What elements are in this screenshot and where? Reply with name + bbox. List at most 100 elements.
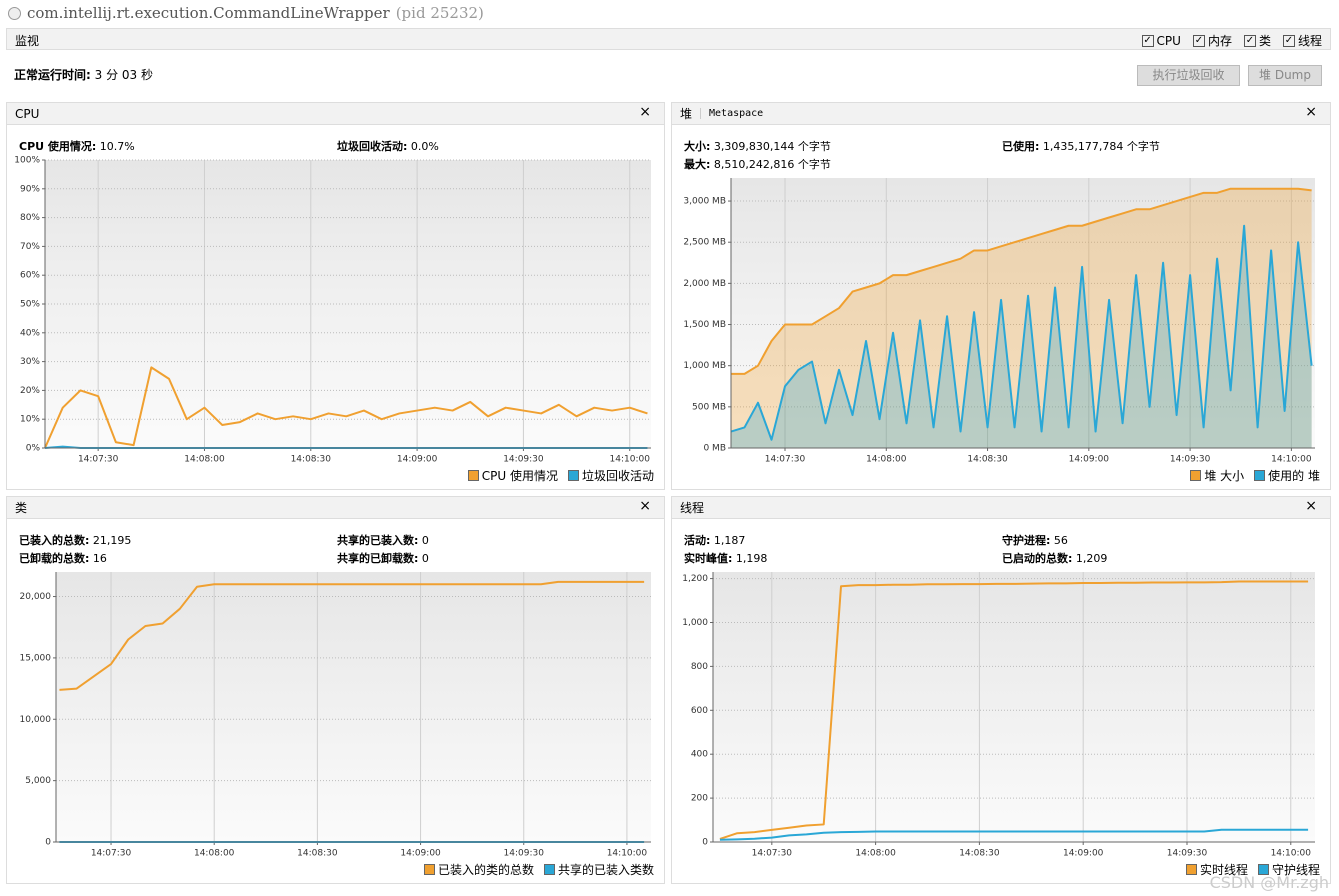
x-tick-label: 14:08:30 (291, 455, 332, 465)
legend-label: 堆 大小 (1204, 469, 1245, 483)
stat-value: 10.7% (99, 140, 135, 153)
y-tick-label: 10,000 (20, 715, 52, 725)
x-tick-label: 14:09:00 (397, 455, 438, 465)
x-tick-label: 14:10:00 (610, 455, 651, 465)
checkbox[interactable]: ✓ 类 (1243, 32, 1271, 49)
series-area (731, 225, 1312, 448)
checkbox[interactable]: ✓ 线程 (1282, 32, 1322, 49)
y-tick-label: 0 (702, 838, 708, 848)
stat: 活动: 1,187 (684, 532, 745, 548)
stat-label: 最大: (684, 158, 711, 171)
series-line (730, 224, 1313, 441)
plot-area (713, 572, 1315, 842)
stat: CPU 使用情况: 10.7% (19, 138, 135, 154)
x-tick-label: 14:09:30 (503, 455, 544, 465)
close-button[interactable]: × (639, 104, 651, 120)
checkbox-label: 内存 (1207, 34, 1232, 48)
stat: 最大: 8,510,242,816 个字节 (684, 156, 831, 172)
y-tick-label: 50% (20, 300, 40, 310)
x-tick-label: 14:08:00 (866, 455, 907, 465)
stat: 垃圾回收活动: 0.0% (337, 138, 439, 154)
stat-value: 1,209 (1075, 552, 1108, 565)
legend-swatch (1254, 470, 1266, 481)
stat-label: 实时峰值: (684, 552, 733, 565)
legend-entry: 使用的 堆 (1254, 467, 1320, 484)
stat-label: 垃圾回收活动: (337, 140, 408, 153)
stat-value: 1,435,177,784 个字节 (1042, 140, 1160, 153)
stat-label: 大小: (684, 140, 711, 153)
chart: 14:07:30 14:08:00 14:08:30 14:09:00 14:09:30… (683, 178, 1315, 465)
legend-label: CPU 使用情况 (481, 469, 558, 483)
y-tick-label: 30% (20, 357, 40, 367)
legend: 堆 大小 使用的 堆 (1190, 467, 1320, 484)
y-tick-label: 3,000 MB (683, 197, 726, 207)
stat-value: 0 (421, 552, 429, 565)
threads-panel: 线程 × 活动: 1,187 守护进程: 56 实时峰值: 1,198 已启动的总数: 1… (671, 496, 1331, 884)
stat-value: 21,195 (92, 534, 132, 547)
checkbox[interactable]: ✓ 内存 (1192, 32, 1232, 49)
y-tick-label: 2,000 MB (683, 279, 726, 289)
stat-label: 活动: (684, 534, 711, 547)
series-line (719, 828, 1309, 841)
panel-tab: Metaspace (700, 108, 771, 119)
stat-value: 1,187 (713, 534, 746, 547)
y-tick-label: 1,000 (682, 618, 708, 628)
uptime-label: 正常运行时间: (14, 68, 91, 82)
check-box: ✓ (1192, 34, 1205, 47)
checkbox-label: 线程 (1297, 34, 1322, 48)
legend-entry: 已装入的类的总数 (423, 861, 534, 878)
stat-label: 守护进程: (1002, 534, 1051, 547)
stat-label: 共享的已装入数: (337, 534, 419, 547)
stat-label: 已启动的总数: (1002, 552, 1073, 565)
y-tick-label: 0 MB (703, 444, 726, 454)
plot-area (731, 178, 1315, 448)
x-tick-label: 14:08:30 (967, 455, 1008, 465)
stat-label: CPU 使用情况: (19, 140, 97, 153)
legend-swatch (1185, 864, 1197, 875)
stat-value: 1,198 (735, 552, 768, 565)
y-tick-label: 100% (14, 156, 40, 166)
panel-tab: CPU (15, 106, 40, 121)
legend-entry: 堆 大小 (1190, 467, 1244, 484)
legend-label: 已装入的类的总数 (437, 863, 534, 877)
x-tick-label: 14:09:00 (400, 849, 441, 859)
x-tick-label: 14:09:30 (504, 849, 545, 859)
panel-tab: 堆 (680, 107, 693, 121)
stat: 共享的已装入数: 0 (337, 532, 429, 548)
y-tick-label: 5,000 (25, 776, 51, 786)
monitor-tab: 监视 ✓ CPU ✓ 内存 ✓ 类 ✓ 线程 (6, 28, 1331, 50)
gc-button[interactable]: 执行垃圾回收 (1137, 65, 1240, 86)
legend-entry: 守护线程 (1257, 861, 1320, 878)
legend-label: 实时线程 (1199, 863, 1248, 877)
close-button[interactable]: × (1305, 104, 1317, 120)
x-tick-label: 14:07:30 (91, 849, 132, 859)
heap-dump-button[interactable]: 堆 Dump (1248, 65, 1322, 86)
panel-tab: 线程 (680, 501, 705, 515)
legend-entry: 共享的已装入类数 (543, 861, 654, 878)
stat: 共享的已卸载数: 0 (337, 550, 429, 566)
x-tick-label: 14:10:00 (607, 849, 648, 859)
legend-swatch (423, 864, 435, 875)
close-button[interactable]: × (639, 498, 651, 514)
panel-header: 类 × (7, 497, 664, 519)
stat-label: 已使用: (1002, 140, 1040, 153)
x-tick-label: 14:09:00 (1069, 455, 1110, 465)
x-tick-label: 14:08:00 (194, 849, 235, 859)
y-tick-label: 800 (691, 662, 708, 672)
close-button[interactable]: × (1305, 498, 1317, 514)
stat-label: 已卸载的总数: (19, 552, 90, 565)
y-tick-label: 70% (20, 242, 40, 252)
x-tick-label: 14:08:30 (297, 849, 338, 859)
y-tick-label: 500 MB (692, 402, 726, 412)
x-tick-label: 14:09:00 (1063, 849, 1104, 859)
y-tick-label: 200 (691, 794, 708, 804)
check-box: ✓ (1282, 34, 1295, 47)
x-tick-label: 14:10:00 (1271, 455, 1312, 465)
checkbox[interactable]: ✓ CPU (1141, 32, 1181, 49)
heap-panel: 堆 Metaspace × 大小: 3,309,830,144 个字节 已使用: 1,4… (671, 102, 1331, 490)
legend-label: 守护线程 (1271, 863, 1320, 877)
y-tick-label: 80% (20, 213, 40, 223)
app-name: com.intellij.rt.execution.CommandLineWra… (27, 4, 390, 22)
legend-swatch (467, 470, 479, 481)
